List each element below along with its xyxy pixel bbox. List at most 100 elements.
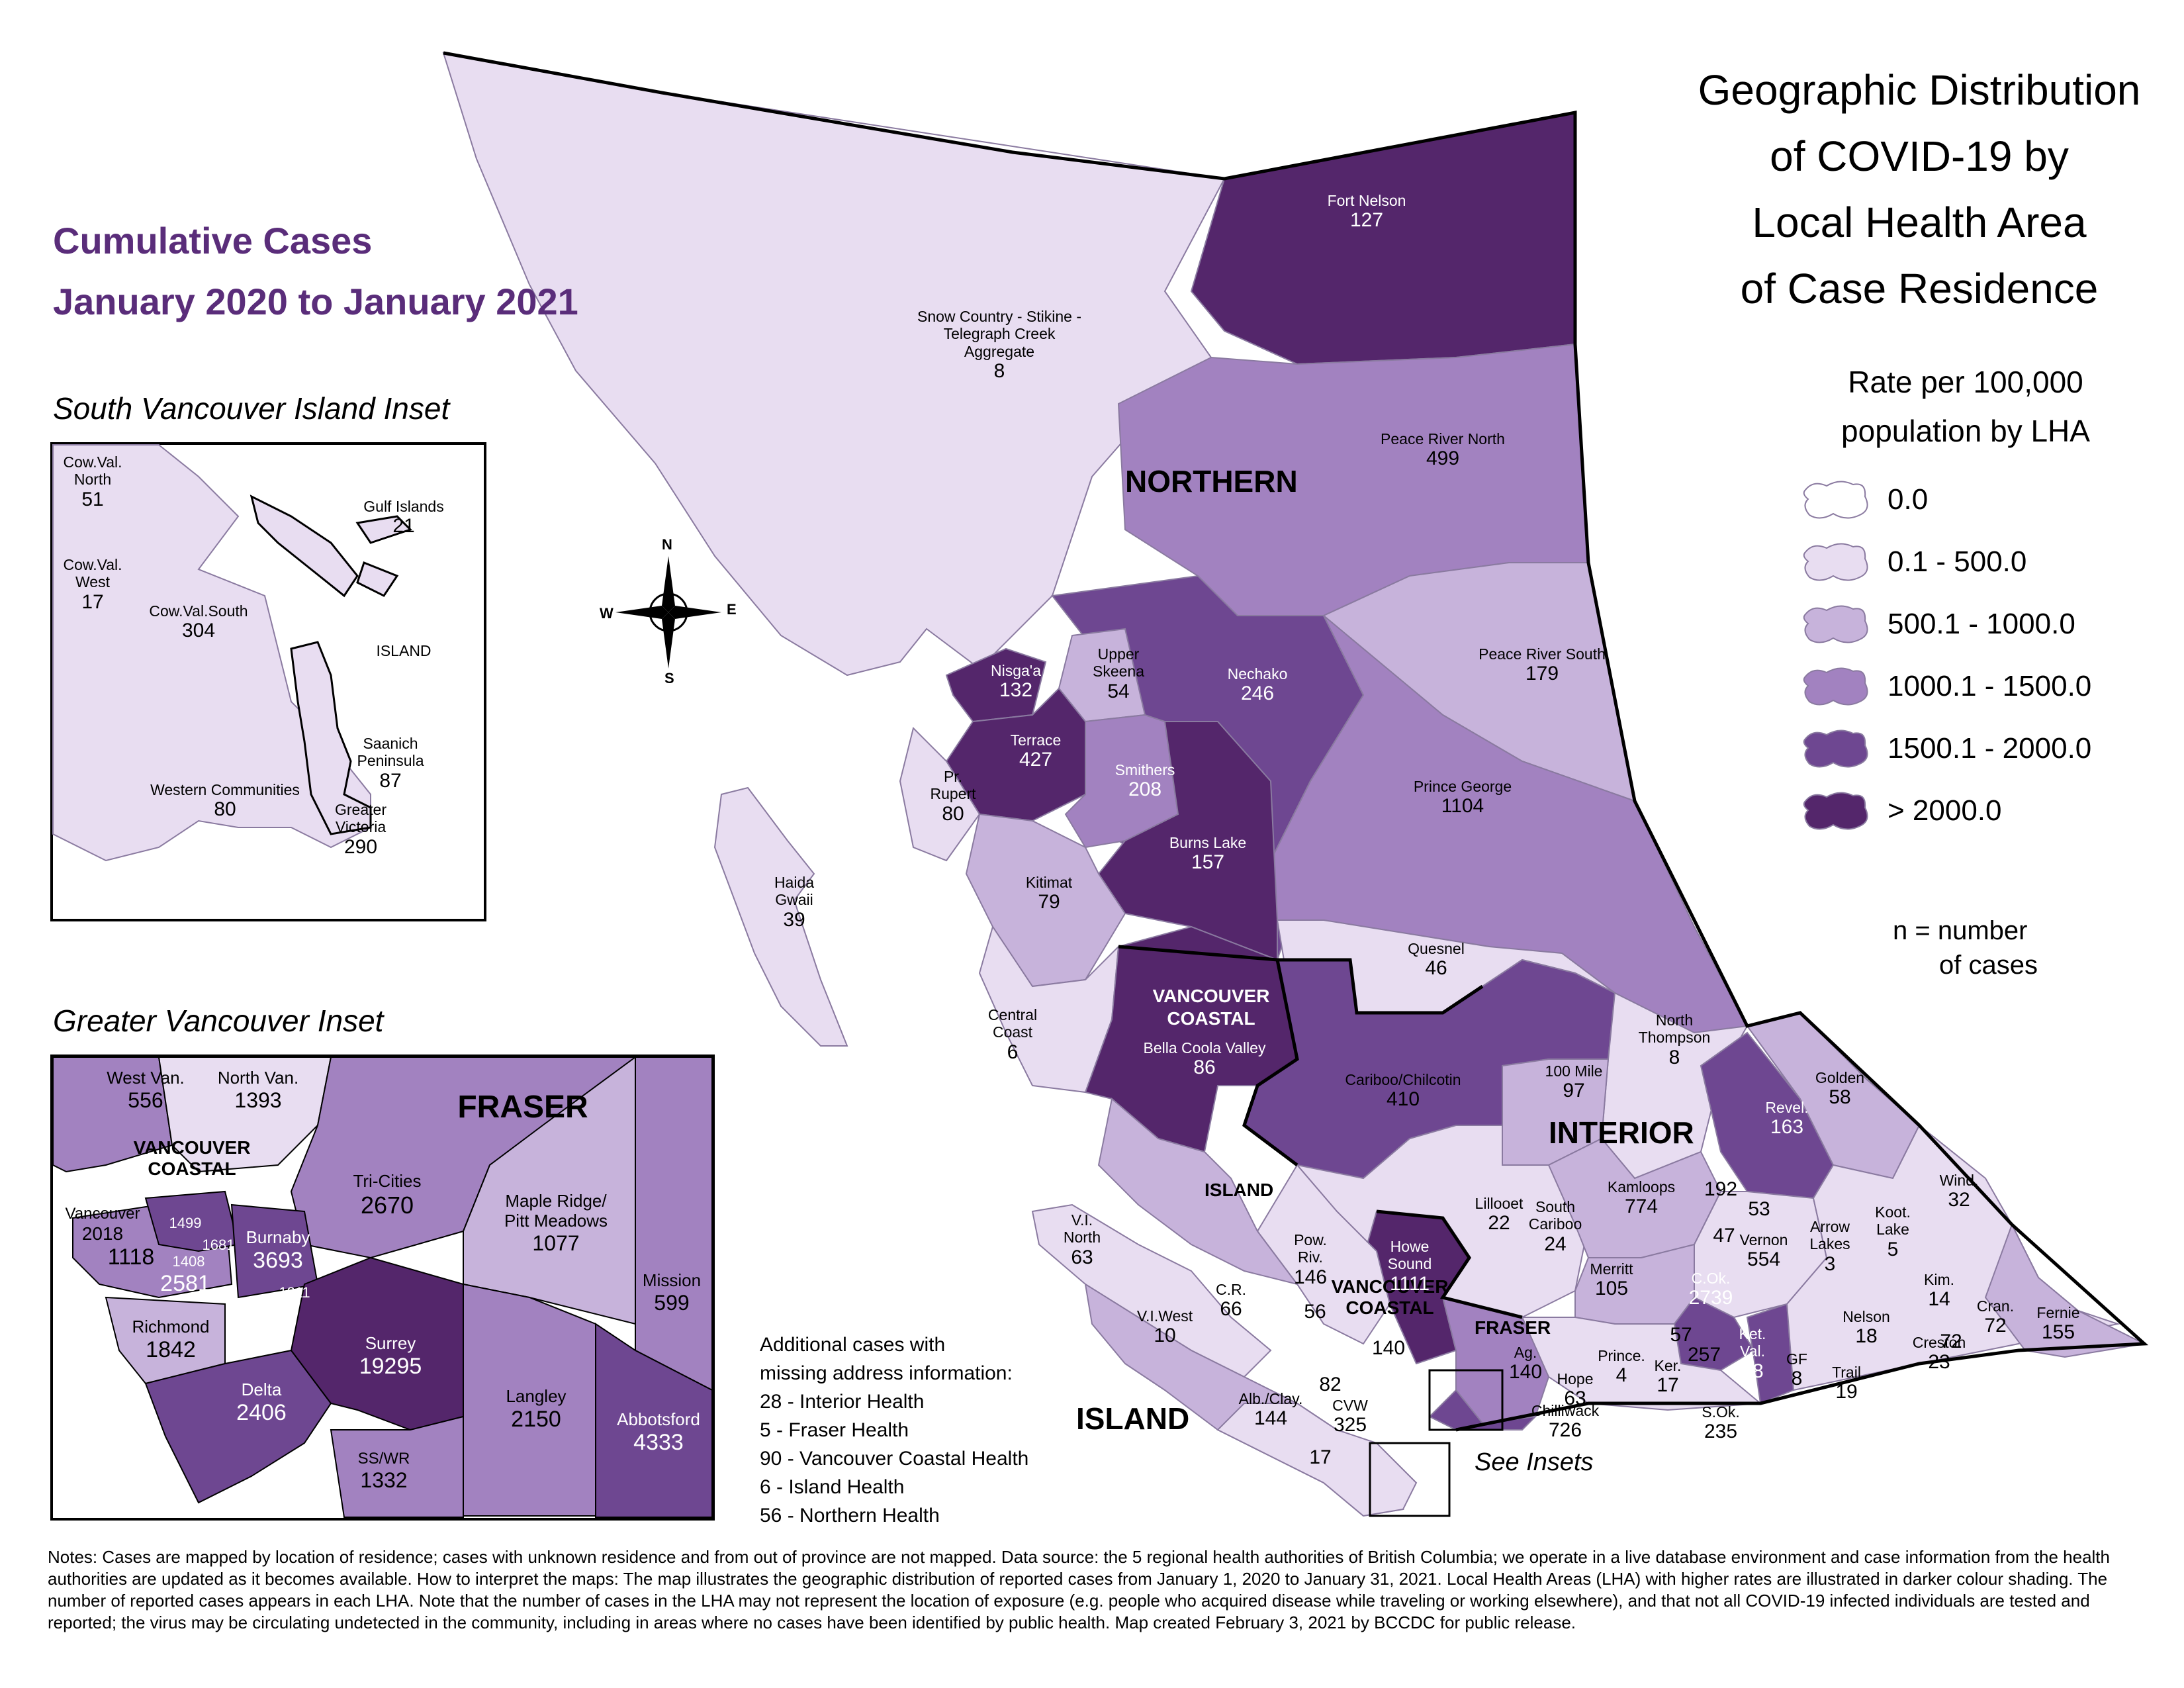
lha-name: Pr. (943, 768, 963, 785)
lha-name: Upper (1097, 645, 1140, 663)
lha-label: Mission 599 (572, 1270, 771, 1315)
lha-name: Ag. (1514, 1344, 1537, 1361)
svi-gulf-islands (250, 494, 412, 598)
lha-case-count: 105 (1594, 1278, 1629, 1300)
lha-name: CVW (1332, 1397, 1368, 1414)
lha-name: North (1655, 1011, 1694, 1029)
region-fraser-small: FRASER (1475, 1317, 1551, 1338)
lha-name: Richmond (132, 1317, 210, 1336)
lha-name: Merritt (1590, 1260, 1633, 1278)
lha-case-count: 97 (1563, 1080, 1585, 1102)
lha-name: 100 Mile (1545, 1062, 1603, 1080)
lha-label: Burnaby 3693 (179, 1227, 377, 1274)
lha-case-count: 53 (1748, 1198, 1770, 1220)
lha-case-count: 1111 (1389, 1272, 1430, 1295)
lha-name: Vancouver (65, 1205, 140, 1223)
lha-name: Nisga'a (991, 662, 1041, 679)
legend-label: 0.1 - 500.0 (1888, 545, 2027, 578)
lha-case-count: 304 (181, 620, 216, 642)
lha-label: SS/WR 1332 (285, 1450, 483, 1492)
lha-name: ISLAND (376, 642, 432, 659)
legend-item: 1500.1 - 2000.0 (1800, 718, 2171, 780)
lha-name: Terrace (1010, 731, 1062, 749)
lha-label: Pow. Riv. 146 (1211, 1231, 1410, 1289)
lha-name: Langley (506, 1386, 567, 1406)
region-vc-line-1: VANCOUVER (1152, 986, 1270, 1006)
lha-name: Kamloops (1607, 1178, 1676, 1196)
lha-label: Surrey 19295 (291, 1333, 490, 1380)
lha-label: S.Ok. 235 (1621, 1403, 1820, 1444)
lha-vi-north (1031, 1203, 1272, 1378)
lha-case-count: 554 (1747, 1248, 1781, 1271)
lha-case-count: 132 (999, 679, 1033, 702)
legend-item: 500.1 - 1000.0 (1800, 593, 2171, 655)
lha-label: Lillooet 22 (1400, 1195, 1598, 1235)
lha-label: 100 Mile 97 (1475, 1062, 1673, 1103)
region-northern: NORTHERN (1125, 464, 1298, 498)
lha-label: Maple Ridge/Pitt Meadows 1077 (457, 1191, 655, 1256)
lha-case-count: 726 (1548, 1419, 1582, 1442)
lha-label: C.R. 66 (1132, 1281, 1330, 1321)
lha-name: Sound (1387, 1255, 1432, 1273)
lha-name: Kim. (1924, 1271, 1954, 1288)
missing-heading-2: missing address information: (760, 1362, 1013, 1384)
lha-label: 1408 (89, 1253, 288, 1270)
lha-name: Arrow (1809, 1218, 1850, 1235)
lha-case-count: 10 (1154, 1325, 1176, 1347)
lha-name: Alb./Clay. (1238, 1390, 1303, 1407)
lha-case-count: 127 (1349, 209, 1384, 232)
lha-label: Pr. Rupert 80 (854, 768, 1052, 825)
region-vc-line-2: COASTAL (1167, 1008, 1255, 1029)
lha-name: Quesnel (1408, 940, 1465, 957)
gv-ss-wr (330, 1415, 464, 1518)
lha-case-count: 146 (1293, 1266, 1328, 1288)
lha-case-count: 8 (993, 360, 1005, 383)
lha-name: North (73, 471, 112, 489)
lha-case-count: 155 (2041, 1321, 2075, 1344)
lha-name: V.I. (1071, 1211, 1093, 1229)
compass-s: S (664, 670, 674, 686)
lha-label: North Van. 1393 (159, 1068, 357, 1113)
lha-label: Saanich Peninsula 87 (291, 735, 490, 792)
gv-delta (144, 1349, 332, 1504)
lha-name: Pow. (1294, 1231, 1327, 1248)
region-vc: VANCOUVER COASTAL (1138, 985, 1284, 1030)
lha-label: South Cariboo 24 (1456, 1198, 1655, 1256)
lha-label: 1311 (195, 1284, 394, 1301)
missing-item: 56 - Northern Health (760, 1505, 940, 1526)
lha-case-count: 599 (654, 1290, 690, 1315)
lha-label: 57 (1582, 1324, 1780, 1347)
lha-case-count: 2018 (81, 1223, 124, 1244)
svi-saanich (290, 641, 372, 835)
lha-label: Gulf Islands 21 (304, 498, 503, 538)
lha-case-count: 1118 (107, 1244, 155, 1270)
compass-rose: N S W E (600, 536, 737, 686)
lha-name: Hope (1557, 1370, 1594, 1387)
lha-label: Upper Skeena 54 (1019, 645, 1218, 703)
lha-label: Cow.Val.South 304 (99, 602, 298, 643)
lha-name: C.R. (1216, 1281, 1246, 1298)
lha-case-count: 6 (1007, 1041, 1019, 1063)
lha-case-count: 1499 (169, 1215, 202, 1231)
lha-case-count: 290 (343, 835, 378, 858)
lha-label: 56 (1216, 1301, 1414, 1324)
lha-label: FRASER (424, 1089, 622, 1125)
lha-label: Greater Victoria 290 (261, 801, 460, 859)
lha-case-count: 1311 (279, 1284, 310, 1301)
lha-label: CVW 325 (1251, 1397, 1449, 1437)
subtitle-line-2: January 2020 to January 2021 (53, 281, 578, 322)
lha-label: 82 (1231, 1374, 1430, 1397)
lha-label: 17 (1221, 1446, 1420, 1470)
lha-case-count: 63 (1071, 1246, 1093, 1268)
lha-case-count: 87 (379, 769, 402, 792)
lha-name: Ker. (1654, 1357, 1682, 1374)
lha-name: Fernie (2036, 1304, 2080, 1321)
lha-label: West Van. 556 (46, 1068, 245, 1113)
lha-case-count: 2581 (160, 1271, 210, 1296)
inset-marker-vancouver (1428, 1369, 1504, 1431)
lha-case-count: 3693 (253, 1247, 303, 1273)
lha-name: GF (1786, 1350, 1807, 1368)
lha-case-count: 21 (392, 515, 415, 538)
missing-item: 6 - Island Health (760, 1476, 905, 1498)
lha-label: 192 (1621, 1178, 1820, 1201)
